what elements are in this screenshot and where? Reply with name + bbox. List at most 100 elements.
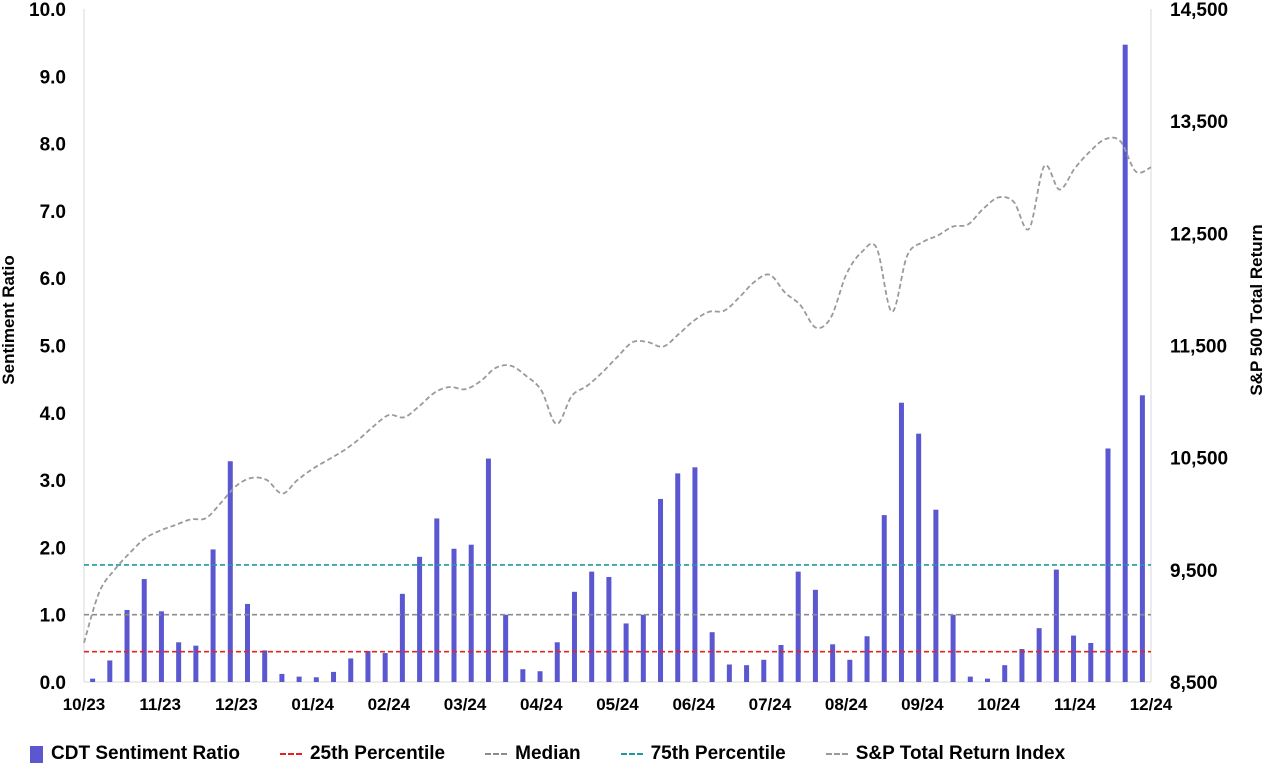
legend-item-median: Median	[485, 743, 581, 765]
sentiment-bar	[675, 473, 681, 682]
sentiment-bar	[692, 467, 698, 682]
sentiment-bar	[847, 659, 853, 682]
sentiment-bar	[761, 659, 767, 682]
sentiment-bar	[933, 509, 939, 682]
sentiment-bar	[1122, 44, 1128, 682]
y-tick-label: 9.0	[40, 67, 66, 88]
sentiment-bar	[1002, 665, 1008, 682]
x-tick-label: 11/23	[139, 695, 181, 714]
sentiment-bar	[640, 614, 646, 682]
sp-total-return-line	[83, 136, 1152, 643]
y2-tick-label: 8,500	[1170, 673, 1218, 694]
sentiment-bar	[348, 658, 354, 682]
y-tick-label: 2.0	[40, 538, 66, 559]
y2-tick-label: 14,500	[1170, 0, 1228, 21]
sentiment-bar	[778, 644, 784, 682]
x-tick-label: 01/24	[291, 695, 334, 714]
x-tick-label: 06/24	[672, 695, 715, 714]
sentiment-bar	[744, 665, 750, 682]
y-tick-label: 10.0	[29, 0, 66, 21]
y2-axis-title: S&P 500 Total Return	[1247, 224, 1264, 395]
sentiment-bar	[1071, 635, 1077, 682]
y-tick-label: 1.0	[40, 606, 66, 627]
sentiment-bar	[967, 676, 973, 682]
sentiment-bar	[107, 660, 113, 682]
sentiment-bar	[279, 673, 285, 682]
sentiment-bar	[1105, 448, 1111, 682]
x-tick-label: 10/23	[63, 695, 106, 714]
sentiment-bar	[382, 653, 388, 682]
sentiment-bar	[468, 544, 474, 682]
sentiment-bar	[90, 678, 96, 682]
reference-lines	[83, 136, 1152, 653]
y-tick-label: 0.0	[40, 673, 66, 694]
sentiment-bar	[623, 623, 629, 682]
sentiment-bar	[881, 515, 887, 682]
legend-swatch-p25	[279, 753, 302, 755]
sentiment-bar	[365, 651, 371, 682]
y2-tick-label: 11,500	[1170, 337, 1227, 358]
sentiment-bar	[227, 461, 233, 682]
x-tick-label: 05/24	[596, 695, 639, 714]
sentiment-bar	[210, 549, 216, 682]
x-tick-label: 02/24	[368, 695, 411, 714]
y-axis-title: Sentiment Ratio	[0, 255, 18, 384]
sentiment-bar	[726, 664, 732, 682]
sentiment-bar	[985, 678, 991, 682]
sentiment-bar	[244, 603, 250, 682]
x-tick-label: 04/24	[520, 695, 563, 714]
sentiment-bar	[571, 591, 577, 682]
sentiment-bar	[141, 579, 147, 682]
sentiment-bar	[1053, 569, 1059, 682]
legend-item-p75: 75th Percentile	[620, 743, 786, 765]
legend-swatch-bars	[30, 745, 43, 763]
legend-label-median: Median	[515, 743, 581, 764]
sentiment-bar	[193, 645, 199, 682]
y2-tick-label: 13,500	[1170, 112, 1228, 133]
x-tick-label: 07/24	[749, 695, 792, 714]
sentiment-bar	[158, 611, 164, 682]
x-tick-label: 12/23	[215, 695, 258, 714]
tick-labels: 0.0 1.0 2.0 3.0 4.0 5.0 6.0 7.0 8.0 9.0 10.0 8,500 9…	[29, 0, 1228, 714]
sentiment-bar	[864, 636, 870, 682]
sentiment-bar	[709, 632, 715, 682]
y-tick-label: 3.0	[40, 471, 66, 492]
y-tick-label: 4.0	[40, 404, 66, 425]
sentiment-bar	[262, 650, 268, 682]
sentiment-bar	[313, 677, 319, 682]
sentiment-bar	[1019, 649, 1025, 682]
sentiment-bar	[399, 593, 405, 682]
legend-label-sp: S&P Total Return Index	[855, 743, 1066, 764]
sentiment-bar	[589, 571, 595, 682]
sentiment-bar	[830, 644, 836, 682]
sentiment-bar	[658, 498, 664, 682]
bar-series	[90, 44, 1145, 682]
legend-swatch-p75	[620, 753, 643, 755]
legend: CDT Sentiment Ratio 25th Percentile Medi…	[30, 742, 1250, 766]
x-tick-label: 08/24	[825, 695, 868, 714]
sentiment-bar	[554, 642, 560, 682]
sentiment-bar	[606, 577, 612, 682]
y-tick-label: 6.0	[40, 269, 66, 290]
y-tick-label: 5.0	[40, 337, 66, 358]
sentiment-bar	[537, 671, 543, 682]
sentiment-bar	[124, 609, 130, 682]
legend-swatch-median	[485, 753, 508, 755]
sentiment-bar	[520, 669, 526, 682]
y2-tick-label: 9,500	[1170, 561, 1218, 582]
sentiment-bar	[1036, 628, 1042, 682]
legend-label-p25: 25th Percentile	[309, 743, 446, 764]
sentiment-bar	[795, 571, 801, 682]
legend-item-p25: 25th Percentile	[279, 743, 446, 765]
sentiment-bar	[812, 589, 818, 682]
sentiment-bar	[331, 671, 337, 682]
y2-tick-label: 12,500	[1170, 224, 1228, 245]
x-tick-label: 11/24	[1054, 695, 1096, 714]
x-tick-label: 03/24	[444, 695, 487, 714]
sentiment-bar	[417, 556, 423, 682]
legend-label-p75: 75th Percentile	[650, 743, 786, 764]
y-tick-label: 7.0	[40, 202, 66, 223]
y2-tick-label: 10,500	[1170, 449, 1228, 470]
sentiment-bar	[434, 518, 440, 682]
